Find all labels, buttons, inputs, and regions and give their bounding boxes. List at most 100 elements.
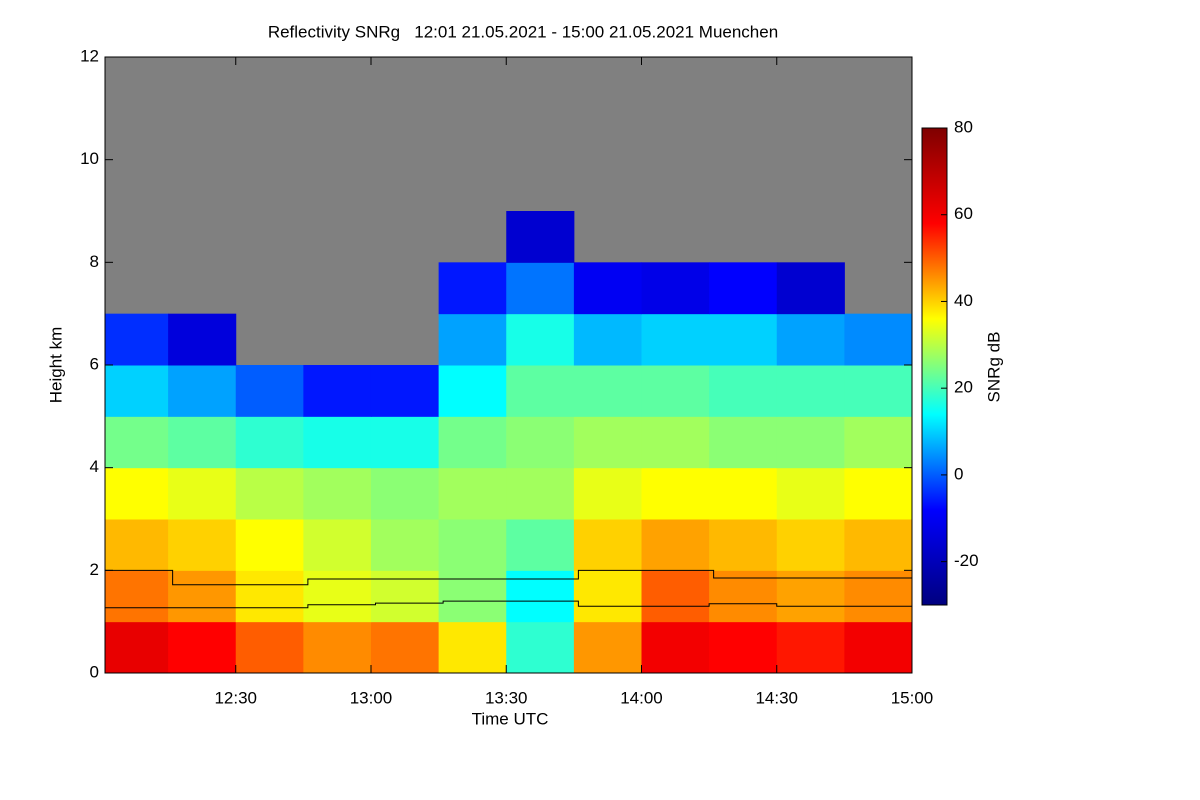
heatmap-cell <box>709 570 778 623</box>
heatmap-cell <box>105 570 169 623</box>
heatmap-cell <box>235 570 304 623</box>
heatmap-cell <box>168 467 237 520</box>
heatmap-cell <box>235 416 304 469</box>
heatmap-cell <box>709 365 778 417</box>
heatmap-cell <box>506 519 575 571</box>
heatmap-cell <box>438 570 507 623</box>
colorbar-label: SNRg dB <box>984 332 1003 403</box>
heatmap-cell <box>573 313 642 366</box>
heatmap-cell <box>641 313 710 366</box>
heatmap-cell <box>573 570 642 623</box>
boundary-line <box>105 600 912 609</box>
heatmap-cell <box>641 519 710 571</box>
heatmap-cell <box>506 313 575 366</box>
heatmap-cell <box>641 262 710 315</box>
heatmap-cell <box>370 365 440 417</box>
colorbar-tick-label: 40 <box>954 291 973 310</box>
heatmap-cell <box>506 570 575 623</box>
heatmap-cell <box>776 416 845 469</box>
heatmap-cell <box>303 570 372 623</box>
heatmap-cell <box>641 416 710 469</box>
heatmap-cell <box>168 416 237 469</box>
heatmap-cell <box>844 467 913 520</box>
heatmap-cell <box>573 262 642 315</box>
heatmap-cell <box>641 570 710 623</box>
colorbar-tick-label: 0 <box>954 464 963 483</box>
heatmap-cell <box>168 570 237 623</box>
colorbar-tick-label: 80 <box>954 117 973 136</box>
heatmap-cell <box>844 519 913 571</box>
heatmap-cell <box>506 262 575 315</box>
heatmap-cell <box>438 262 507 315</box>
heatmap-cell <box>235 519 304 571</box>
x-tick-label: 14:00 <box>620 688 663 707</box>
heatmap-cell <box>105 416 169 469</box>
heatmap-cell <box>776 365 845 417</box>
heatmap-cell <box>438 621 507 674</box>
heatmap-cell <box>235 621 304 674</box>
heatmap-cell <box>438 365 507 417</box>
heatmap-cell <box>776 519 845 571</box>
heatmap-cell <box>506 211 575 263</box>
heatmap-cell <box>844 416 913 469</box>
heatmap-cell <box>776 313 845 366</box>
heatmap-cell <box>303 621 372 674</box>
heatmap-cell <box>370 570 440 623</box>
heatmap-cell <box>506 416 575 469</box>
heatmap-cell <box>506 467 575 520</box>
heatmap-cell <box>370 467 440 520</box>
heatmap-cell <box>709 416 778 469</box>
heatmap-cell <box>776 621 845 674</box>
heatmap-cell <box>844 313 913 366</box>
heatmap-cell <box>303 416 372 469</box>
x-axis-label: Time UTC <box>472 709 549 728</box>
heatmap-cell <box>438 416 507 469</box>
heatmap-cell <box>438 313 507 366</box>
heatmap-cell <box>709 467 778 520</box>
heatmap-cell <box>370 416 440 469</box>
heatmap-cell <box>303 365 372 417</box>
heatmap-cell <box>506 365 575 417</box>
heatmap-cell <box>235 365 304 417</box>
heatmap-cell <box>438 467 507 520</box>
heatmap-cell <box>105 365 169 417</box>
heatmap-cell <box>573 416 642 469</box>
heatmap-cell <box>844 570 913 623</box>
y-tick-label: 10 <box>80 149 99 168</box>
heatmap-cell <box>776 262 845 315</box>
heatmap-cell <box>641 467 710 520</box>
colorbar-tick-label: -20 <box>954 551 979 570</box>
heatmap-cell <box>438 519 507 571</box>
y-axis-label: Height km <box>46 327 65 404</box>
heatmap-cell <box>844 365 913 417</box>
heatmap-cell <box>641 365 710 417</box>
heatmap-cell <box>168 621 237 674</box>
heatmap-cell <box>105 313 169 366</box>
y-tick-label: 0 <box>90 662 99 681</box>
colorbar-tick-label: 20 <box>954 378 973 397</box>
y-tick-label: 6 <box>90 354 99 373</box>
heatmap-cell <box>105 519 169 571</box>
heatmap-cell <box>168 313 237 366</box>
x-tick-label: 15:00 <box>891 688 934 707</box>
colorbar-tick-label: 60 <box>954 204 973 223</box>
heatmap-cell <box>776 570 845 623</box>
heatmap-cell <box>776 467 845 520</box>
heatmap-cell <box>370 621 440 674</box>
heatmap-cell <box>573 519 642 571</box>
heatmap-cell <box>303 467 372 520</box>
heatmap-cell <box>573 621 642 674</box>
heatmap-cell <box>506 621 575 674</box>
y-tick-label: 8 <box>90 252 99 271</box>
y-tick-label: 2 <box>90 560 99 579</box>
y-tick-label: 12 <box>80 46 99 65</box>
heatmap-cell <box>168 519 237 571</box>
heatmap-cell <box>235 467 304 520</box>
heatmap-cell <box>105 467 169 520</box>
y-tick-label: 4 <box>90 457 99 476</box>
chart-title: Reflectivity SNRg 12:01 21.05.2021 - 15:… <box>268 22 778 41</box>
heatmap-cell <box>105 621 169 674</box>
heatmap-cell <box>709 621 778 674</box>
heatmap-cell <box>370 519 440 571</box>
